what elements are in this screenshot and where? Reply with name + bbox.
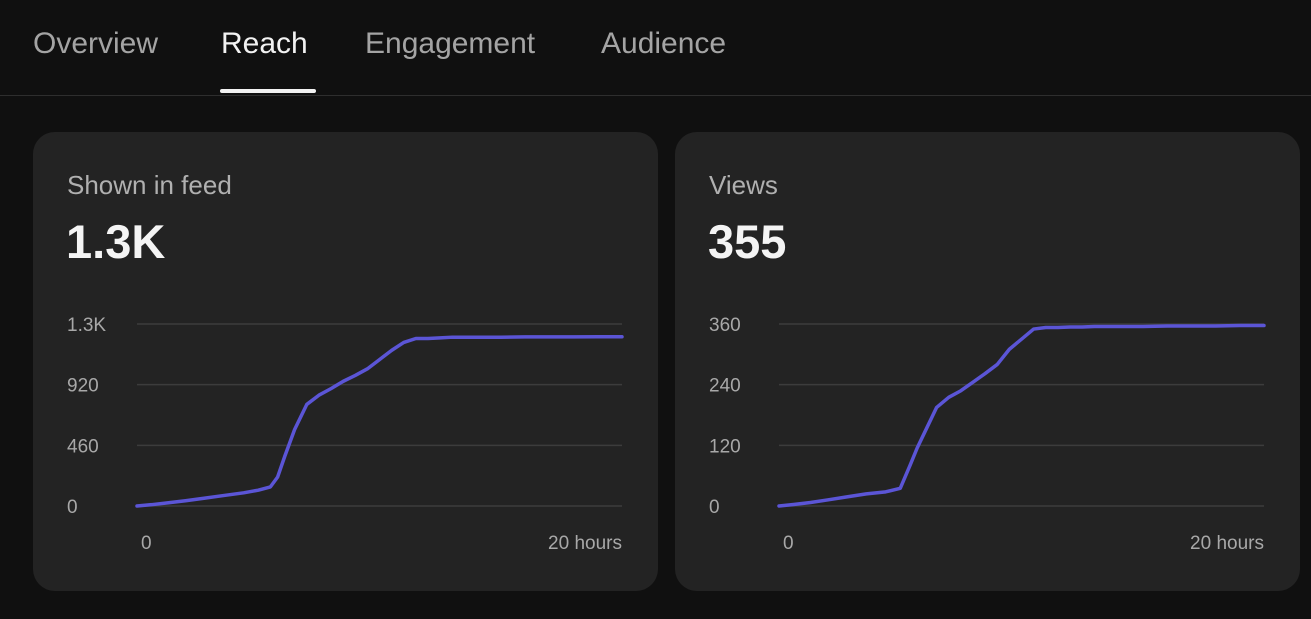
x-tick-label: 20 hours (1190, 533, 1264, 554)
x-tick-label: 0 (783, 533, 794, 554)
card-title: Shown in feed (67, 170, 232, 200)
series-line (135, 335, 624, 508)
tab-engagement[interactable]: Engagement (365, 27, 536, 60)
y-tick-label: 460 (67, 436, 99, 457)
active-tab-indicator (220, 89, 316, 93)
card-value: 355 (708, 215, 787, 268)
y-tick-label: 920 (67, 376, 99, 397)
shown-in-feed-card: Shown in feed 1.3K 0 460 920 1.3K 0 20 hours (33, 132, 658, 591)
tab-reach[interactable]: Reach (221, 27, 308, 60)
card-title: Views (709, 170, 778, 200)
card-value: 1.3K (66, 215, 166, 268)
x-tick-label: 20 hours (548, 533, 622, 554)
y-tick-label: 240 (709, 376, 741, 397)
y-tick-label: 1.3K (67, 315, 106, 336)
views-card: Views 355 0 120 240 360 0 20 hours (675, 132, 1300, 591)
y-tick-label: 360 (709, 315, 741, 336)
series-line (777, 323, 1266, 508)
tab-audience[interactable]: Audience (601, 27, 727, 60)
views-chart: 0 120 240 360 0 20 hours (709, 315, 1266, 554)
y-tick-label: 0 (67, 497, 78, 518)
y-tick-label: 0 (709, 497, 720, 518)
tab-bar: Overview Reach Engagement Audience (0, 0, 1311, 96)
y-tick-label: 120 (709, 436, 741, 457)
x-tick-label: 0 (141, 533, 152, 554)
tab-overview[interactable]: Overview (33, 27, 159, 60)
shown-in-feed-chart: 0 460 920 1.3K 0 20 hours (67, 315, 624, 554)
